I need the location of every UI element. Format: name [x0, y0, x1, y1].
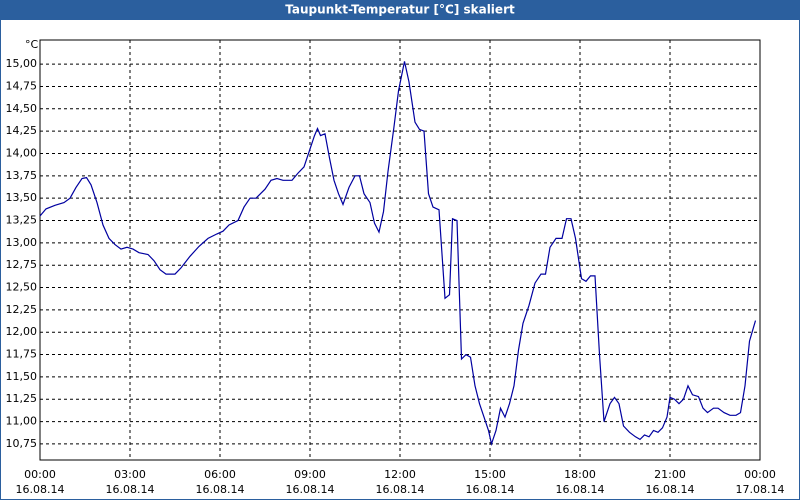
x-tick-date: 16.08.14 [286, 483, 335, 496]
x-tick-date: 16.08.14 [196, 483, 245, 496]
x-tick-date: 16.08.14 [16, 483, 65, 496]
y-tick-label: 11,25 [6, 392, 38, 405]
y-tick-label: 13,25 [6, 214, 38, 227]
y-tick-label: 14,50 [6, 102, 38, 115]
x-tick-label: 12:00 [384, 468, 416, 481]
y-tick-label: 14,75 [6, 79, 38, 92]
x-tick-label: 06:00 [204, 468, 236, 481]
y-tick-label: 13,50 [6, 191, 38, 204]
y-tick-label: 14,25 [6, 124, 38, 137]
y-tick-label: 12,00 [6, 325, 38, 338]
x-tick-label: 18:00 [564, 468, 596, 481]
y-tick-label: 11,75 [6, 348, 38, 361]
x-tick-label: 15:00 [474, 468, 506, 481]
x-tick-label: 00:00 [24, 468, 56, 481]
y-tick-label: 14,00 [6, 146, 38, 159]
y-tick-label: 12,25 [6, 303, 38, 316]
x-tick-label: 00:00 [744, 468, 776, 481]
y-tick-label: 13,00 [6, 236, 38, 249]
x-tick-date: 16.08.14 [106, 483, 155, 496]
title-bar [0, 0, 800, 20]
x-tick-date: 17.08.14 [736, 483, 785, 496]
y-tick-label: 15,00 [6, 57, 38, 70]
y-tick-label: 13,75 [6, 169, 38, 182]
x-tick-date: 16.08.14 [376, 483, 425, 496]
x-tick-date: 16.08.14 [646, 483, 695, 496]
y-tick-label: 11,00 [6, 415, 38, 428]
x-tick-label: 21:00 [654, 468, 686, 481]
x-tick-label: 03:00 [114, 468, 146, 481]
x-tick-date: 16.08.14 [466, 483, 515, 496]
x-tick-label: 09:00 [294, 468, 326, 481]
data-line [39, 61, 757, 447]
y-axis-label: °C [25, 38, 39, 51]
y-tick-label: 11,50 [6, 370, 38, 383]
x-tick-date: 16.08.14 [556, 483, 605, 496]
y-tick-label: 12,50 [6, 281, 38, 294]
window-title: Taupunkt-Temperatur [°C] skaliert [285, 3, 515, 17]
y-tick-label: 12,75 [6, 258, 38, 271]
y-tick-label: 10,75 [6, 437, 38, 450]
